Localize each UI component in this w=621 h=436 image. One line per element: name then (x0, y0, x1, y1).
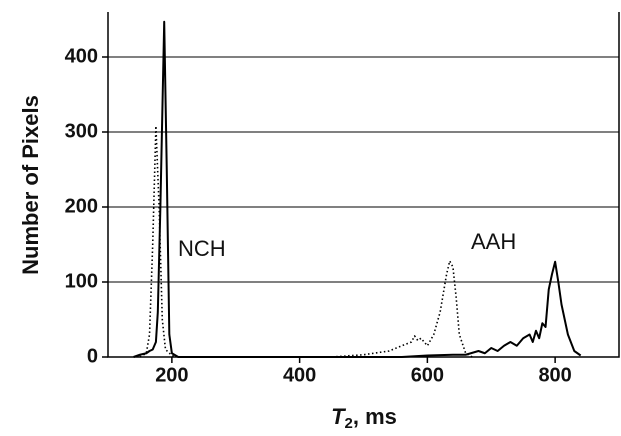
x-tick-label: 600 (411, 364, 444, 386)
x-axis-unit: , ms (353, 404, 397, 429)
annotation: NCH (178, 236, 226, 261)
x-axis-subscript: 2 (345, 415, 353, 432)
annotation: AAH (471, 229, 516, 254)
x-axis-symbol: T (331, 404, 346, 429)
y-tick-label: 100 (65, 270, 98, 292)
data-line (133, 20, 582, 358)
x-tick-label: 200 (155, 364, 188, 386)
y-tick-label: 400 (65, 45, 98, 67)
y-tick-label: 0 (87, 345, 98, 367)
x-axis-title: T2, ms (331, 404, 397, 432)
y-axis-title: Number of Pixels (18, 95, 43, 275)
data-line (139, 125, 473, 358)
plot-frame (107, 12, 620, 358)
y-tick-label: 300 (65, 120, 98, 142)
x-tick-label: 400 (283, 364, 316, 386)
x-tick-label: 800 (538, 364, 571, 386)
y-tick-label: 200 (65, 195, 98, 217)
